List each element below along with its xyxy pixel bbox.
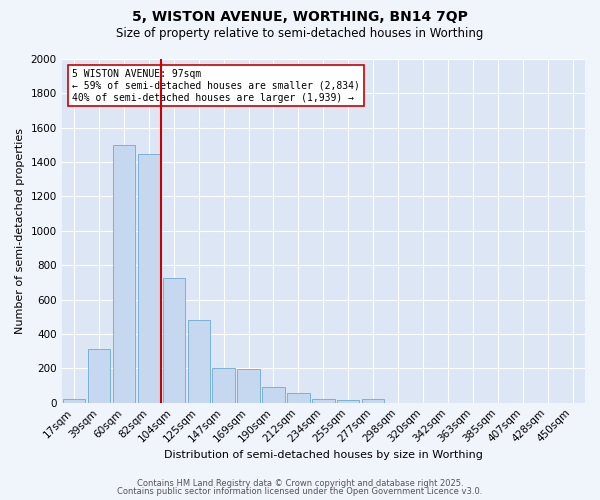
Text: Contains HM Land Registry data © Crown copyright and database right 2025.: Contains HM Land Registry data © Crown c…	[137, 478, 463, 488]
Bar	[312, 400, 335, 402]
Text: 5 WISTON AVENUE: 97sqm
← 59% of semi-detached houses are smaller (2,834)
40% of : 5 WISTON AVENUE: 97sqm ← 59% of semi-det…	[72, 70, 360, 102]
Bar	[163, 278, 185, 402]
Bar	[188, 320, 210, 402]
Bar	[362, 400, 385, 402]
Text: Contains public sector information licensed under the Open Government Licence v3: Contains public sector information licen…	[118, 487, 482, 496]
Bar	[88, 350, 110, 403]
Text: Size of property relative to semi-detached houses in Worthing: Size of property relative to semi-detach…	[116, 28, 484, 40]
Text: 5, WISTON AVENUE, WORTHING, BN14 7QP: 5, WISTON AVENUE, WORTHING, BN14 7QP	[132, 10, 468, 24]
X-axis label: Distribution of semi-detached houses by size in Worthing: Distribution of semi-detached houses by …	[164, 450, 483, 460]
Bar	[113, 145, 135, 403]
Bar	[287, 394, 310, 402]
Bar	[238, 369, 260, 402]
Bar	[137, 154, 160, 402]
Bar	[63, 400, 85, 402]
Y-axis label: Number of semi-detached properties: Number of semi-detached properties	[15, 128, 25, 334]
Bar	[337, 400, 359, 402]
Bar	[262, 388, 285, 402]
Bar	[212, 368, 235, 402]
